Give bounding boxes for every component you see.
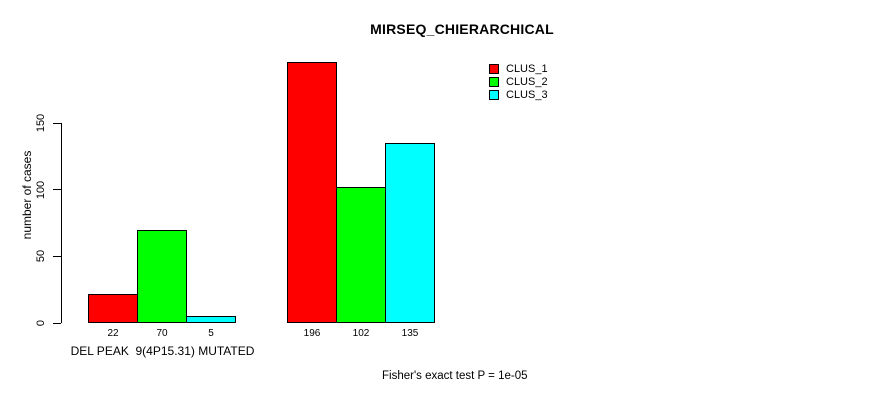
y-tick-label: 50 — [35, 250, 47, 263]
legend-row: CLUS_2 — [489, 76, 548, 88]
bar-clus_3-group1 — [186, 316, 236, 323]
y-tick-label: 150 — [35, 113, 47, 133]
legend-row: CLUS_3 — [489, 89, 548, 101]
legend-swatch-clus_3 — [489, 90, 499, 100]
bar-clus_3-group2 — [385, 143, 435, 323]
bar-value-label: 70 — [156, 328, 168, 339]
legend-row: CLUS_1 — [489, 63, 548, 75]
x-group-label: DEL PEAK 9(4P15.31) MUTATED — [70, 344, 255, 358]
y-axis-label: number of cases — [20, 150, 34, 240]
y-axis-line — [61, 123, 62, 323]
bar-value-label: 196 — [303, 328, 321, 339]
bar-value-label: 135 — [401, 328, 419, 339]
bar-value-label: 5 — [208, 328, 214, 339]
legend: CLUS_1 CLUS_2 CLUS_3 — [489, 64, 548, 103]
bar-clus_1-group1 — [88, 294, 138, 323]
legend-label: CLUS_2 — [506, 76, 548, 88]
bar-clus_2-group2 — [336, 187, 386, 323]
legend-label: CLUS_3 — [506, 89, 548, 101]
bar-value-label: 102 — [352, 328, 370, 339]
bar-clus_1-group2 — [287, 62, 337, 323]
annotation-text: Fisher's exact test P = 1e-05 — [382, 370, 528, 382]
y-tick — [53, 255, 61, 257]
bar-value-label: 22 — [107, 328, 119, 339]
y-tick-label: 100 — [35, 180, 47, 199]
y-tick — [53, 189, 61, 191]
legend-swatch-clus_1 — [489, 64, 499, 74]
legend-swatch-clus_2 — [489, 77, 499, 87]
y-tick-label: 0 — [35, 319, 47, 327]
legend-label: CLUS_1 — [506, 63, 548, 75]
chart-title: MIRSEQ_CHIERARCHICAL — [370, 21, 554, 37]
y-tick — [53, 122, 61, 124]
bar-clus_2-group1 — [137, 230, 187, 323]
y-tick — [53, 322, 61, 324]
